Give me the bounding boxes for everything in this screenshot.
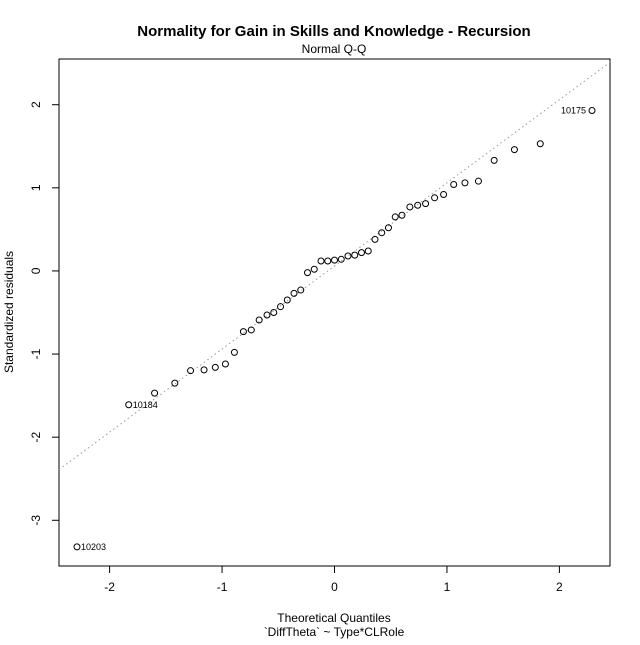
y-tick-label: -3 [29,515,43,526]
points-group [73,107,596,551]
data-point [357,249,365,257]
point-labels-group: 10203 10184 10175 [81,106,586,552]
data-point [440,190,448,198]
data-point [310,265,318,273]
data-point [414,201,422,209]
data-point [187,367,195,375]
data-point [125,401,133,409]
data-point [450,181,458,189]
data-point [255,316,263,324]
data-point [283,296,291,304]
data-point [304,269,312,277]
data-point [490,156,498,164]
y-tick-label: -2 [29,432,43,443]
chart-title: Normality for Gain in Skills and Knowled… [137,23,530,40]
data-point [422,200,430,208]
data-point [239,328,247,336]
data-point [391,213,399,221]
data-point [211,363,219,371]
y-tick-label: -1 [29,348,43,359]
x-tick-label: 0 [331,580,338,594]
data-point [317,257,325,265]
x-tick-label: -2 [104,580,115,594]
data-point [221,360,229,368]
data-point [290,289,298,297]
data-point [461,179,469,187]
point-label: 10184 [133,400,158,410]
x-axis-label: Theoretical Quantiles [277,611,390,625]
qq-reference-line [58,61,611,470]
data-point [270,309,278,316]
data-point [324,257,332,265]
reference-line-group [58,61,611,470]
y-axis: -3 -2 -1 0 1 2 [29,101,59,526]
y-axis-label: Standardized residuals [2,251,16,373]
data-point [200,366,208,374]
x-tick-label: -1 [217,580,228,594]
plot-frame [58,58,611,567]
data-point [510,146,518,154]
y-tick-label: 1 [29,184,43,191]
data-point [474,177,482,185]
data-point [331,256,338,264]
data-point [73,543,81,551]
data-point [277,303,285,311]
data-point [151,389,159,397]
point-label: 10203 [81,542,106,552]
data-point [247,326,255,334]
data-point [588,107,596,115]
data-point [384,224,392,232]
y-tick-label: 0 [29,267,43,274]
data-point [398,211,406,219]
x-tick-label: 2 [556,580,563,594]
x-tick-label: 1 [444,580,451,594]
data-point [344,252,352,260]
data-point [406,203,414,211]
data-point [230,348,238,356]
data-point [171,379,179,387]
chart-subtitle: Normal Q-Q [302,42,367,56]
point-label: 10175 [561,106,586,116]
data-point [263,311,271,319]
y-tick-label: 2 [29,101,43,108]
data-point [297,286,305,294]
x-axis: -2 -1 0 1 2 [104,566,563,594]
x-axis-label-formula: `DiffTheta` ~ Type*CLRole [264,625,405,639]
data-point [371,235,379,243]
data-point [337,255,345,263]
data-point [351,251,359,259]
data-point [536,140,544,148]
data-point [364,247,372,255]
data-point [378,229,386,237]
data-point [431,194,439,202]
